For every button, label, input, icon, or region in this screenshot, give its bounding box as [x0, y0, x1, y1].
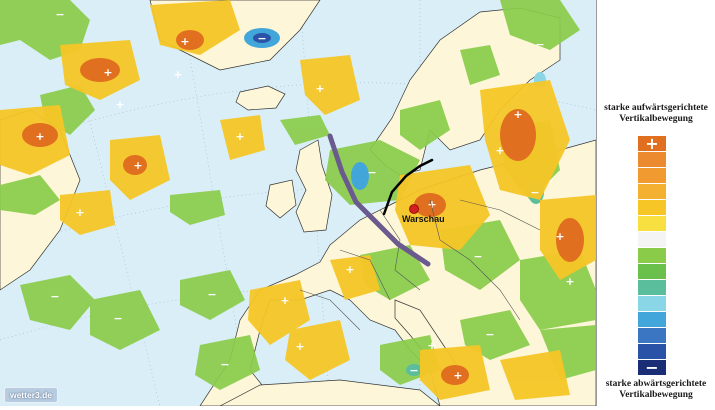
legend: starke aufwärtsgerichtete Vertikalbewegu… — [597, 0, 715, 410]
legend-swatch — [638, 216, 666, 232]
minus-marker: − — [220, 358, 229, 371]
minus-marker: − — [409, 364, 418, 377]
plus-marker: + — [180, 35, 189, 48]
plus-marker: + — [427, 198, 436, 211]
purple-front-line — [327, 133, 431, 267]
plus-marker: + — [565, 275, 574, 288]
plus-marker: + — [235, 130, 244, 143]
legend-bottom-title: starke abwärtsgerichtete Vertikalbewegun… — [605, 379, 707, 400]
plus-marker: + — [345, 263, 354, 276]
legend-color-scale: + − — [638, 135, 666, 376]
minus-marker: − — [367, 166, 376, 179]
minus-marker: − — [50, 290, 59, 303]
plus-marker: + — [495, 144, 504, 157]
city-marker — [409, 204, 419, 214]
minus-marker: − — [473, 250, 482, 263]
legend-swatch — [638, 152, 666, 168]
minus-marker: − — [113, 312, 122, 325]
black-front-line — [382, 158, 434, 216]
legend-swatch — [638, 184, 666, 200]
plus-marker: + — [315, 82, 324, 95]
vertical-motion-markers: + + + + + + + + + + + + + + + + + + + − … — [35, 8, 574, 382]
minus-marker: − — [530, 186, 539, 199]
plus-marker: + — [513, 108, 522, 121]
legend-swatch — [638, 232, 666, 248]
plus-marker: + — [75, 206, 84, 219]
plus-marker: + — [133, 159, 142, 172]
legend-swatch — [638, 200, 666, 216]
country-borders — [299, 199, 541, 331]
minus-marker: − — [207, 288, 216, 301]
city-label: Warschau — [402, 214, 445, 224]
minus-marker: − — [535, 38, 544, 51]
legend-swatch — [638, 296, 666, 312]
strong-upward-cores — [22, 30, 584, 385]
plus-marker: + — [35, 130, 44, 143]
legend-minus-swatch: − — [638, 359, 666, 376]
plus-marker: + — [453, 369, 462, 382]
legend-swatch — [638, 280, 666, 296]
plus-marker: + — [555, 230, 564, 243]
watermark-logo: wetter3.de — [4, 387, 58, 403]
plus-marker: + — [427, 339, 436, 352]
legend-swatch — [638, 248, 666, 264]
legend-swatch — [638, 344, 666, 360]
plus-marker: + — [115, 98, 124, 111]
plus-marker: + — [173, 68, 182, 81]
legend-top-title: starke aufwärtsgerichtete Vertikalbewegu… — [604, 103, 708, 124]
legend-swatch — [638, 264, 666, 280]
plus-marker: + — [295, 340, 304, 353]
legend-plus-swatch: + — [638, 135, 666, 152]
legend-swatch — [638, 328, 666, 344]
plus-marker: + — [280, 294, 289, 307]
minus-marker: − — [55, 8, 64, 21]
legend-swatch — [638, 312, 666, 328]
legend-swatch — [638, 168, 666, 184]
plus-marker: + — [103, 66, 112, 79]
minus-marker: − — [257, 32, 266, 45]
weather-map: + + + + + + + + + + + + + + + + + + + − … — [0, 0, 597, 406]
minus-marker: − — [485, 328, 494, 341]
